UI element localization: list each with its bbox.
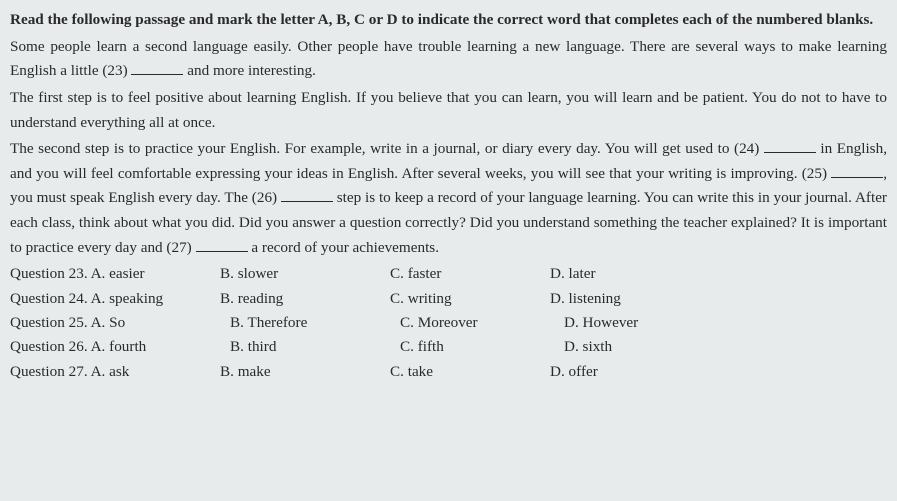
passage-para-2: The first step is to feel positive about… <box>10 86 887 135</box>
passage-para-1: Some people learn a second language easi… <box>10 35 887 84</box>
question-label-a: Question 27. A. ask <box>10 360 220 384</box>
blank-23 <box>131 62 183 76</box>
question-label-a: Question 26. A. fourth <box>10 335 220 359</box>
question-row: Question 24. A. speaking B. reading C. w… <box>10 287 887 311</box>
option-d: D. However <box>550 311 887 335</box>
blank-24 <box>764 139 816 153</box>
question-row: Question 25. A. So B. Therefore C. Moreo… <box>10 311 887 335</box>
option-b: B. Therefore <box>220 311 390 335</box>
option-d: D. offer <box>550 360 887 384</box>
question-row: Question 26. A. fourth B. third C. fifth… <box>10 335 887 359</box>
option-c: C. take <box>390 360 550 384</box>
question-label-a: Question 23. A. easier <box>10 262 220 286</box>
option-c: C. Moreover <box>390 311 550 335</box>
question-row: Question 27. A. ask B. make C. take D. o… <box>10 360 887 384</box>
question-row: Question 23. A. easier B. slower C. fast… <box>10 262 887 286</box>
instruction-text: Read the following passage and mark the … <box>10 8 887 33</box>
option-b: B. make <box>220 360 390 384</box>
option-c: C. writing <box>390 287 550 311</box>
option-c: C. fifth <box>390 335 550 359</box>
blank-25 <box>831 164 883 178</box>
passage-text: The second step is to practice your Engl… <box>10 140 764 157</box>
option-d: D. listening <box>550 287 887 311</box>
option-d: D. later <box>550 262 887 286</box>
blank-26 <box>281 189 333 203</box>
passage-text: a record of your achievements. <box>248 239 439 256</box>
passage-para-3: The second step is to practice your Engl… <box>10 137 887 260</box>
question-label-a: Question 24. A. speaking <box>10 287 220 311</box>
option-d: D. sixth <box>550 335 887 359</box>
question-label-a: Question 25. A. So <box>10 311 220 335</box>
passage-text: and more interesting. <box>183 62 315 79</box>
question-list: Question 23. A. easier B. slower C. fast… <box>10 262 887 384</box>
option-b: B. third <box>220 335 390 359</box>
option-b: B. reading <box>220 287 390 311</box>
passage-text: The first step is to feel positive about… <box>10 89 887 131</box>
option-c: C. faster <box>390 262 550 286</box>
option-b: B. slower <box>220 262 390 286</box>
blank-27 <box>196 238 248 252</box>
